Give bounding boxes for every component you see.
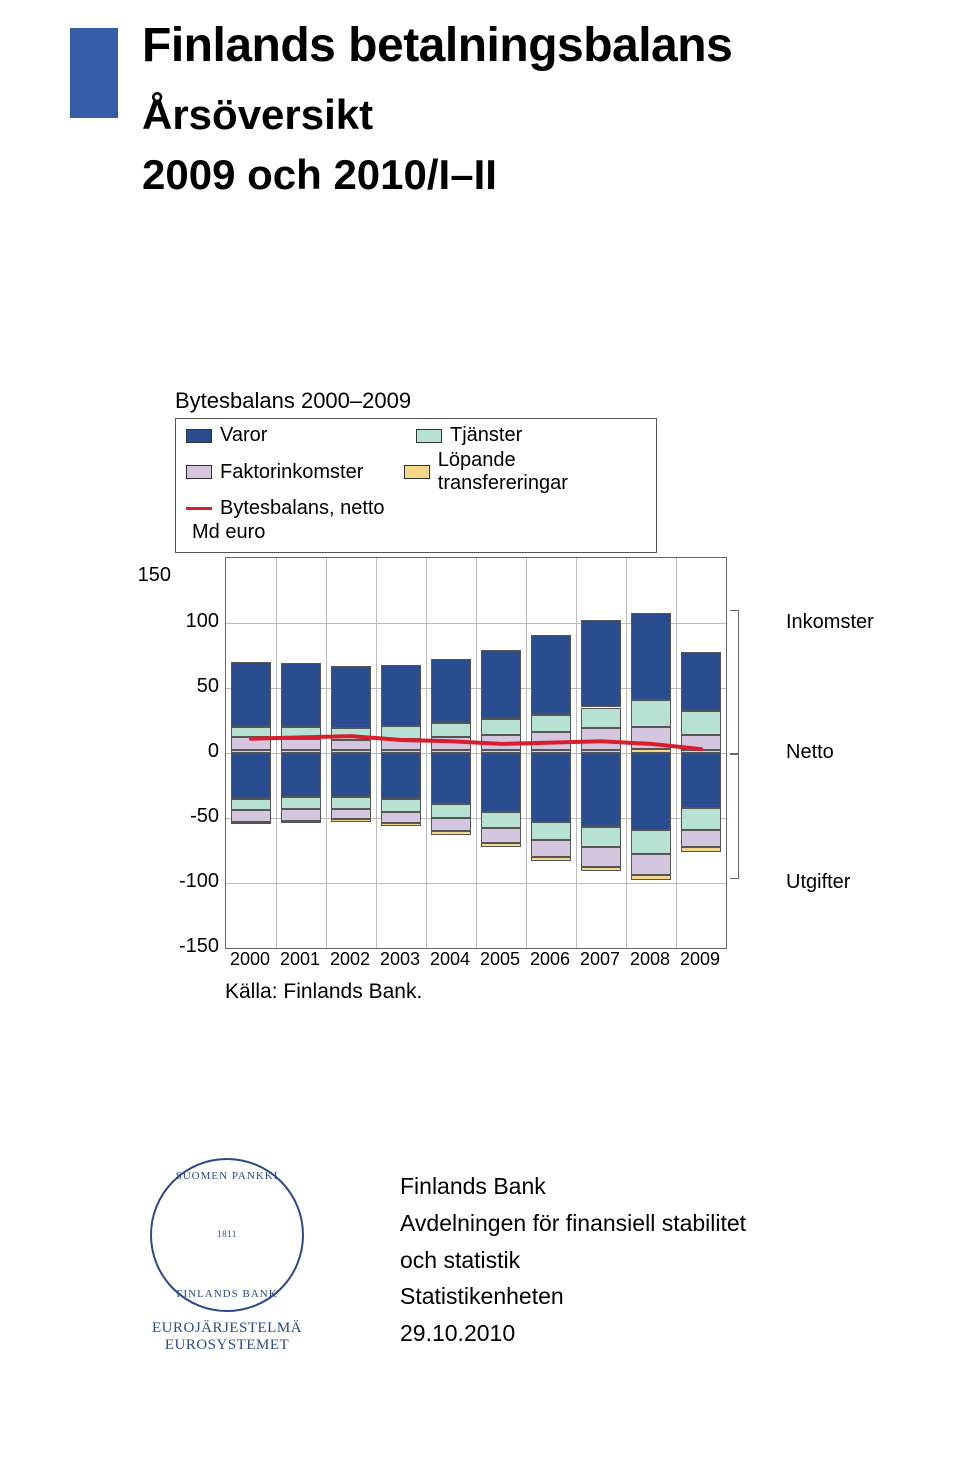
legend-label: Varor bbox=[220, 424, 267, 447]
bracket-utgifter bbox=[730, 753, 739, 879]
logo-euro2: EUROSYSTEMET bbox=[150, 1337, 304, 1354]
legend-label: Faktorinkomster bbox=[220, 461, 363, 484]
y-axis: 100500-50-100-150 bbox=[175, 557, 225, 949]
logo-top-text: SUOMEN PANKKI bbox=[152, 1170, 302, 1182]
footer-date: 29.10.2010 bbox=[400, 1315, 746, 1352]
footer-dept: Avdelningen för finansiell stabilitet bbox=[400, 1205, 746, 1242]
legend-label: Tjänster bbox=[450, 424, 522, 447]
tjanster-swatch bbox=[416, 429, 442, 443]
chart-source: Källa: Finlands Bank. bbox=[225, 980, 815, 1004]
x-tick-label: 2005 bbox=[475, 949, 525, 970]
legend-item-varor: Varor bbox=[186, 424, 416, 447]
y-tick-label: 50 bbox=[171, 675, 219, 698]
plot-area: Inkomster Netto Utgifter bbox=[225, 557, 727, 949]
chart: Bytesbalans 2000–2009 Varor Tjänster bbox=[175, 388, 815, 1004]
x-tick-label: 2008 bbox=[625, 949, 675, 970]
x-tick-label: 2009 bbox=[675, 949, 725, 970]
titles: Finlands betalningsbalans Årsöversikt 20… bbox=[142, 18, 732, 199]
period: 2009 och 2010/I–II bbox=[142, 151, 732, 199]
y-tick-label: -150 bbox=[171, 935, 219, 958]
page: Finlands betalningsbalans Årsöversikt 20… bbox=[0, 18, 960, 1482]
title-accent-bar bbox=[70, 28, 118, 118]
legend-label: Löpande transfereringar bbox=[438, 449, 646, 495]
y-tick-label: -50 bbox=[171, 805, 219, 828]
netto-line-swatch bbox=[186, 507, 212, 510]
y-tick-150: 150 bbox=[127, 564, 171, 587]
logo-seal: SUOMEN PANKKI 1811 FINLANDS BANK bbox=[150, 1158, 304, 1312]
legend-item-faktor: Faktorinkomster bbox=[186, 449, 404, 495]
label-utgifter: Utgifter bbox=[786, 871, 850, 894]
footer-dept2: och statistik bbox=[400, 1242, 746, 1279]
y-tick-label: 0 bbox=[171, 740, 219, 763]
plot-row: 100500-50-100-150 Inkomster Netto Utgift… bbox=[175, 557, 815, 949]
label-netto: Netto bbox=[786, 741, 834, 764]
footer-unit: Statistikenheten bbox=[400, 1278, 746, 1315]
footer: Finlands Bank Avdelningen för finansiell… bbox=[400, 1168, 746, 1352]
varor-swatch bbox=[186, 429, 212, 443]
bracket-inkomster bbox=[730, 610, 739, 755]
main-title: Finlands betalningsbalans bbox=[142, 18, 732, 73]
x-tick-label: 2000 bbox=[225, 949, 275, 970]
logo-bottom-text: FINLANDS BANK bbox=[152, 1288, 302, 1300]
x-tick-label: 2003 bbox=[375, 949, 425, 970]
legend-item-tjanster: Tjänster bbox=[416, 424, 646, 447]
logo: SUOMEN PANKKI 1811 FINLANDS BANK EUROJÄR… bbox=[150, 1158, 304, 1354]
y-tick-label: -100 bbox=[171, 870, 219, 893]
footer-org: Finlands Bank bbox=[400, 1168, 746, 1205]
title-block: Finlands betalningsbalans Årsöversikt 20… bbox=[70, 18, 960, 199]
x-tick-label: 2006 bbox=[525, 949, 575, 970]
logo-euro1: EUROJÄRJESTELMÄ bbox=[150, 1320, 304, 1337]
x-axis: 2000200120022003200420052006200720082009 bbox=[225, 949, 725, 970]
x-tick-label: 2002 bbox=[325, 949, 375, 970]
subtitle: Årsöversikt bbox=[142, 91, 732, 139]
chart-title: Bytesbalans 2000–2009 bbox=[175, 388, 815, 414]
label-inkomster: Inkomster bbox=[786, 611, 874, 634]
netto-line bbox=[226, 558, 726, 948]
x-tick-label: 2001 bbox=[275, 949, 325, 970]
y-axis-unit: Md euro bbox=[192, 521, 646, 544]
legend-item-lopande: Löpande transfereringar bbox=[404, 449, 646, 495]
legend-item-netto: Bytesbalans, netto bbox=[186, 497, 421, 520]
logo-center-text: 1811 bbox=[182, 1230, 272, 1240]
y-tick-label: 100 bbox=[171, 610, 219, 633]
legend-label: Bytesbalans, netto bbox=[220, 497, 385, 520]
x-tick-label: 2007 bbox=[575, 949, 625, 970]
lopande-swatch bbox=[404, 465, 429, 479]
x-tick-label: 2004 bbox=[425, 949, 475, 970]
chart-legend: Varor Tjänster Faktorinkomster Löpande t… bbox=[175, 418, 657, 553]
faktor-swatch bbox=[186, 465, 212, 479]
